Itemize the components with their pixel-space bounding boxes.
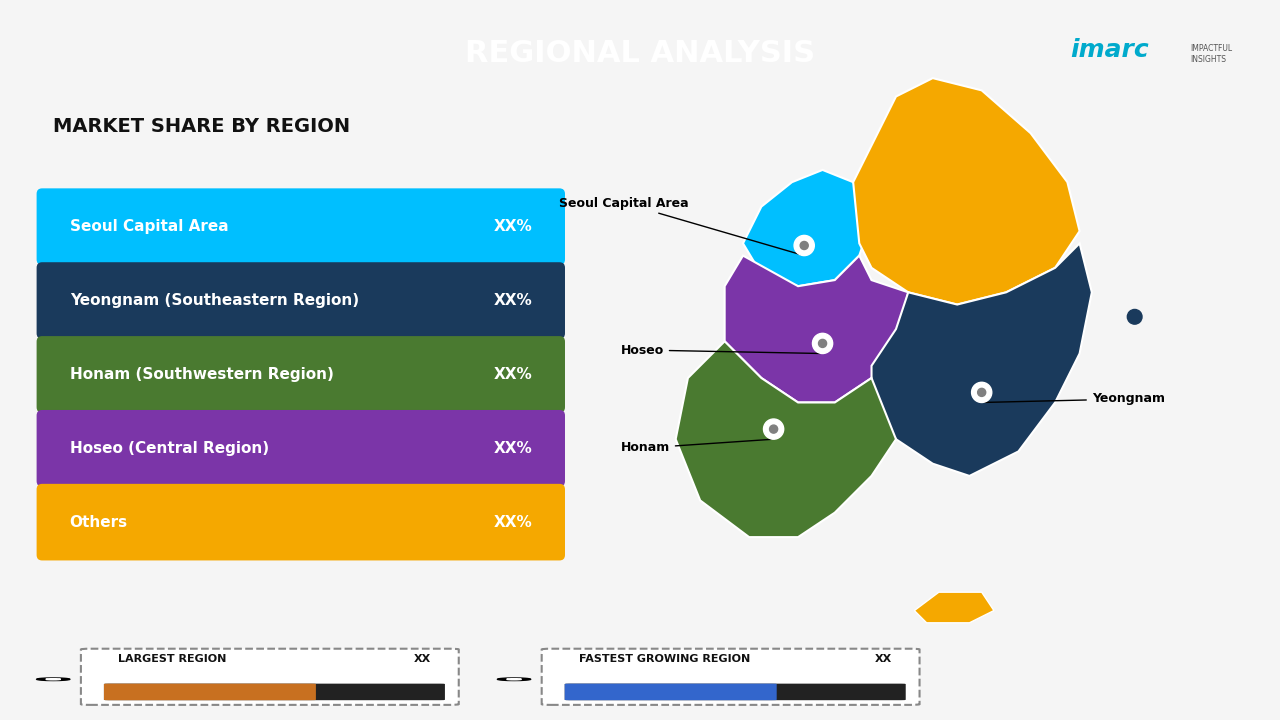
Text: Yeongnam (Southeastern Region): Yeongnam (Southeastern Region) [69, 293, 358, 308]
FancyBboxPatch shape [81, 649, 458, 705]
Text: XX: XX [413, 654, 431, 664]
Polygon shape [742, 170, 872, 286]
FancyBboxPatch shape [37, 189, 564, 265]
Text: Honam: Honam [621, 439, 771, 454]
Circle shape [1128, 310, 1142, 324]
Circle shape [818, 339, 827, 348]
Polygon shape [914, 592, 995, 623]
Text: XX%: XX% [493, 441, 532, 456]
Polygon shape [815, 343, 829, 354]
Text: Seoul Capital Area: Seoul Capital Area [559, 197, 801, 255]
Circle shape [978, 388, 986, 397]
FancyBboxPatch shape [37, 262, 564, 339]
Text: XX%: XX% [493, 515, 532, 530]
Polygon shape [872, 243, 1092, 476]
FancyBboxPatch shape [37, 410, 564, 487]
Text: FASTEST GROWING REGION: FASTEST GROWING REGION [579, 654, 750, 664]
Polygon shape [502, 679, 527, 680]
Text: Yeongnam: Yeongnam [984, 392, 1165, 405]
Text: Hoseo: Hoseo [621, 343, 819, 356]
Circle shape [813, 333, 833, 354]
FancyBboxPatch shape [564, 684, 777, 700]
Circle shape [507, 679, 521, 680]
Text: Honam (Southwestern Region): Honam (Southwestern Region) [69, 367, 334, 382]
Circle shape [46, 679, 60, 680]
FancyBboxPatch shape [564, 684, 906, 700]
Text: IMPACTFUL
INSIGHTS: IMPACTFUL INSIGHTS [1190, 44, 1233, 64]
Polygon shape [974, 392, 989, 402]
Circle shape [794, 235, 814, 256]
Circle shape [498, 678, 531, 680]
Polygon shape [41, 679, 67, 680]
Text: XX%: XX% [493, 293, 532, 308]
Polygon shape [724, 256, 909, 402]
Text: LARGEST REGION: LARGEST REGION [118, 654, 227, 664]
FancyBboxPatch shape [104, 684, 445, 700]
Circle shape [972, 382, 992, 402]
Circle shape [37, 678, 70, 680]
Circle shape [800, 241, 808, 250]
Text: Seoul Capital Area: Seoul Capital Area [69, 219, 228, 234]
Text: REGIONAL ANALYSIS: REGIONAL ANALYSIS [465, 40, 815, 68]
Text: Hoseo (Central Region): Hoseo (Central Region) [69, 441, 269, 456]
Text: XX%: XX% [493, 219, 532, 234]
Text: imarc: imarc [1070, 38, 1149, 63]
Circle shape [769, 425, 778, 433]
Polygon shape [854, 78, 1079, 305]
FancyBboxPatch shape [37, 484, 564, 560]
Polygon shape [676, 341, 896, 537]
FancyBboxPatch shape [541, 649, 919, 705]
Text: Others: Others [69, 515, 128, 530]
Text: XX%: XX% [493, 367, 532, 382]
Polygon shape [767, 429, 781, 439]
FancyBboxPatch shape [104, 684, 316, 700]
Text: MARKET SHARE BY REGION: MARKET SHARE BY REGION [54, 117, 351, 136]
Polygon shape [797, 246, 812, 256]
Text: XX: XX [874, 654, 892, 664]
Circle shape [763, 419, 783, 439]
FancyBboxPatch shape [37, 336, 564, 413]
